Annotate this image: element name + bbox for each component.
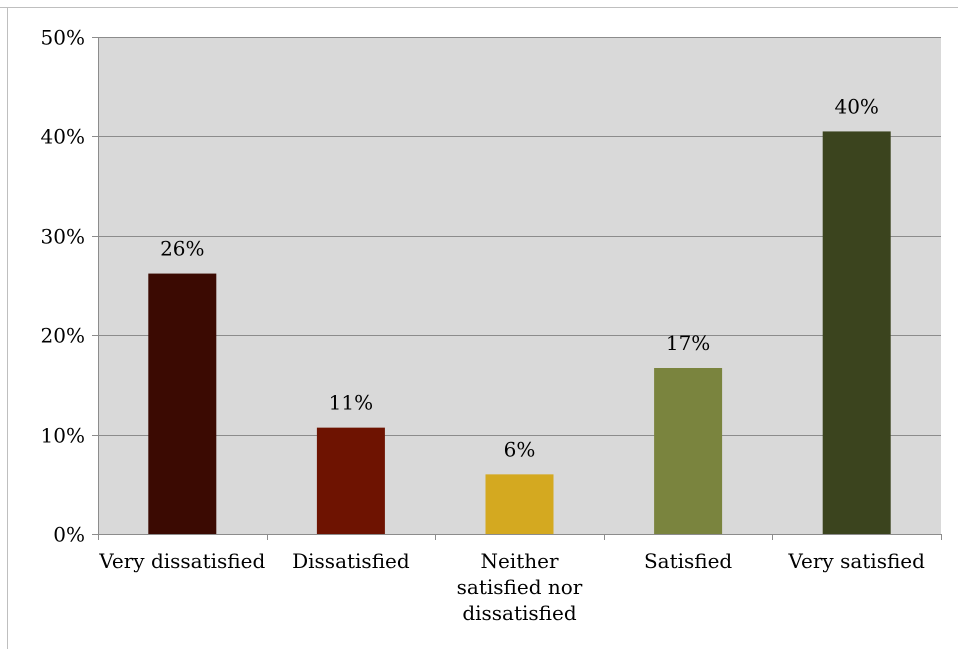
bar <box>148 273 217 534</box>
data-label: 40% <box>834 94 878 118</box>
x-tick-label: Satisfied <box>644 549 732 573</box>
y-tick-label: 50% <box>41 26 85 50</box>
data-label: 11% <box>329 391 373 415</box>
y-tick-label: 40% <box>41 125 85 149</box>
plot-area <box>98 37 941 534</box>
bars <box>148 131 891 534</box>
y-tick-label: 10% <box>41 424 85 448</box>
x-tick-label-line: Very dissatisfied <box>98 549 265 573</box>
y-tick-label: 30% <box>41 225 85 249</box>
x-tick-label-line: Neither <box>480 549 558 573</box>
x-tick-label: Dissatisfied <box>292 549 410 573</box>
data-label: 6% <box>504 437 536 461</box>
x-tick-label-line: satisfied nor <box>457 575 583 599</box>
y-tick-label: 20% <box>41 324 85 348</box>
bar <box>822 131 891 534</box>
x-tick-label-line: dissatisfied <box>462 601 577 625</box>
bar <box>316 427 385 534</box>
x-tick-label-line: Very satisfied <box>787 549 925 573</box>
data-label: 26% <box>160 237 204 261</box>
data-label: 17% <box>666 331 710 355</box>
x-tick-label-line: Satisfied <box>644 549 732 573</box>
y-tick-label: 0% <box>53 523 85 547</box>
data-labels: 26% 11% 6% 17% 40% <box>160 94 879 461</box>
x-axis: Very dissatisfied Dissatisfied Neither sati… <box>98 534 942 625</box>
bar <box>485 474 554 534</box>
y-axis: 0% 10% 20% 30% 40% 50% <box>41 26 99 547</box>
x-tick-label: Very dissatisfied <box>98 549 265 573</box>
x-tick-label: Neither satisfied nor dissatisfied <box>457 549 583 625</box>
bar <box>654 368 723 534</box>
x-tick-label-line: Dissatisfied <box>292 549 410 573</box>
x-tick-label: Very satisfied <box>787 549 925 573</box>
gridlines <box>98 37 941 436</box>
